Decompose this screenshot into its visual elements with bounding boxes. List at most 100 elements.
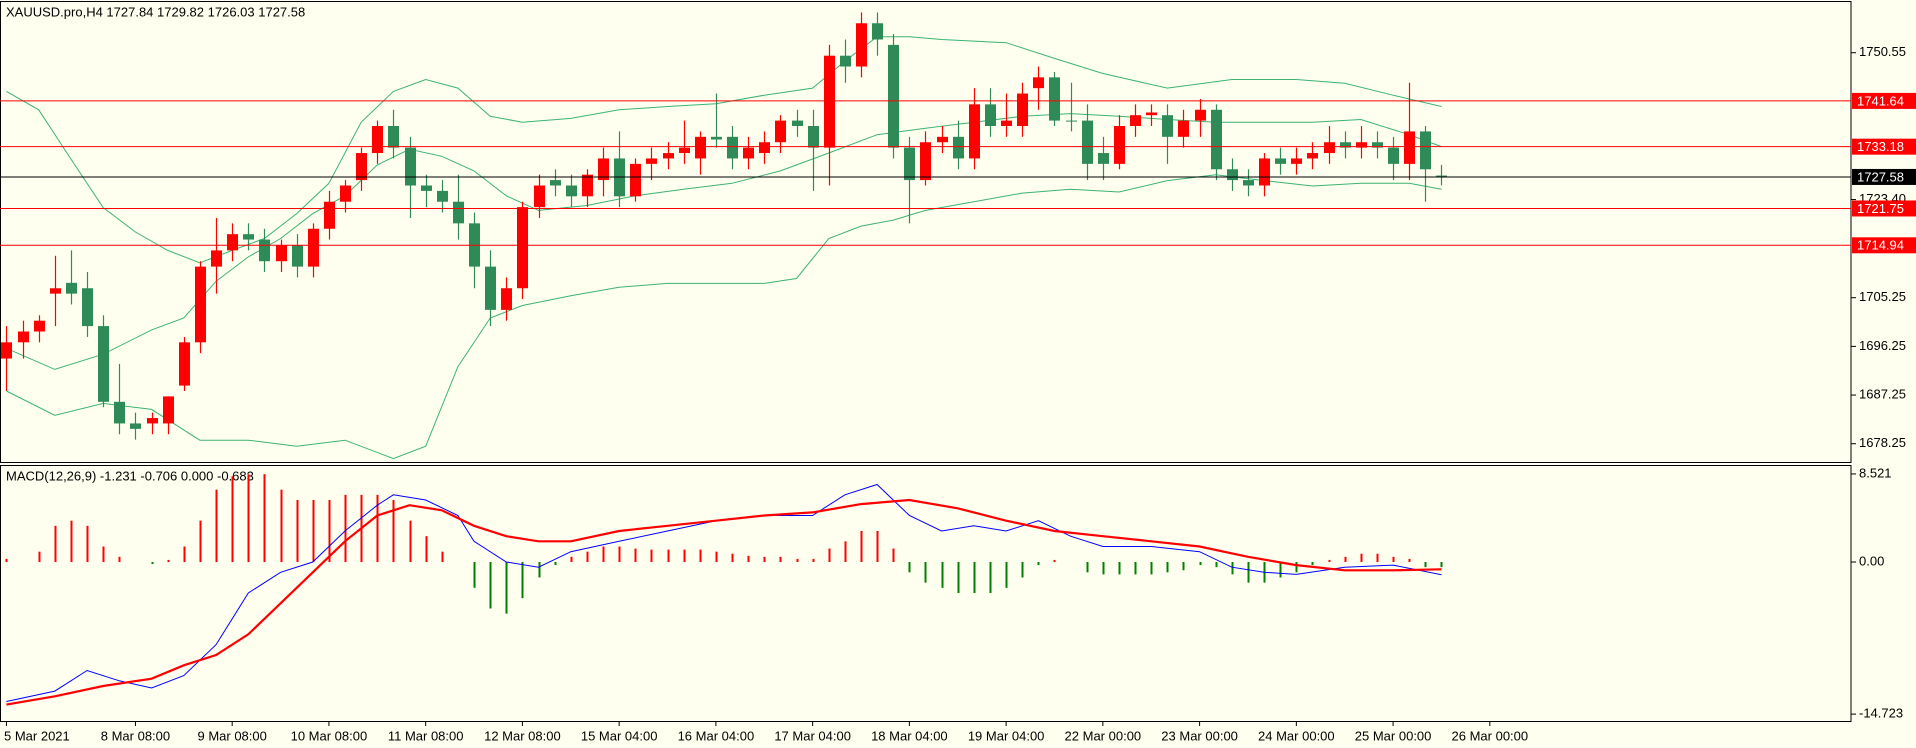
candle-body	[1017, 93, 1028, 127]
y-tick-label: 1678.25	[1859, 435, 1906, 450]
bollinger-band	[6, 174, 1442, 460]
level-line-label: 1721.75	[1857, 201, 1904, 216]
x-tick-label: 24 Mar 00:00	[1258, 728, 1335, 743]
level-line-box	[1852, 92, 1916, 109]
candle-body	[856, 23, 867, 67]
candle-body	[485, 266, 496, 310]
candle-body	[82, 288, 93, 327]
x-tick-label: 25 Mar 00:00	[1355, 728, 1432, 743]
candle-body	[1130, 115, 1141, 127]
candle-body	[292, 244, 303, 267]
candle-body	[1291, 158, 1302, 164]
candle-body	[1404, 131, 1415, 164]
x-tick-label: 5 Mar 2021	[4, 728, 70, 743]
candle-body	[340, 185, 351, 202]
candle-body	[243, 234, 254, 240]
macd-line	[6, 498, 1442, 706]
candle-body	[437, 190, 448, 202]
candle-body	[985, 104, 996, 127]
candle-body	[147, 418, 158, 424]
candle-body	[840, 55, 851, 67]
level-line-label: 1741.64	[1857, 93, 1904, 108]
current-price-box	[1852, 168, 1916, 185]
candle-body	[1307, 153, 1318, 159]
x-tick-label: 9 Mar 08:00	[197, 728, 266, 743]
chart-title: XAUUSD.pro,H4 1727.84 1729.82 1726.03 17…	[6, 4, 305, 19]
x-tick-label: 11 Mar 08:00	[388, 728, 464, 743]
x-tick-label: 18 Mar 04:00	[871, 728, 948, 743]
candle-body	[566, 185, 577, 197]
candle-body	[372, 126, 383, 154]
candle-body	[759, 142, 770, 154]
candle-body	[937, 136, 948, 143]
x-tick-label: 10 Mar 08:00	[291, 728, 368, 743]
candle-body	[356, 153, 367, 181]
candle-body	[517, 207, 528, 289]
candle-body	[1033, 77, 1044, 89]
y-tick-label: 1696.25	[1859, 338, 1906, 353]
level-line-label: 1714.94	[1857, 238, 1904, 253]
macd-title: MACD(12,26,9) -1.231 -0.706 0.000 -0.683	[6, 468, 254, 483]
candle-body	[792, 120, 803, 127]
candle-body	[1195, 109, 1206, 121]
y-tick-label: 1687.25	[1859, 386, 1906, 401]
level-line-box	[1852, 138, 1916, 155]
candle-body	[695, 136, 706, 159]
level-line-box	[1852, 200, 1916, 217]
candle-body	[775, 120, 786, 143]
bollinger-band	[6, 36, 1442, 264]
candle-body	[534, 185, 545, 208]
candle-body	[550, 180, 561, 186]
candle-body	[1146, 112, 1157, 116]
candle-body	[179, 342, 190, 386]
candle-body	[1162, 115, 1173, 137]
candle-body	[1340, 142, 1351, 148]
x-tick-label: 19 Mar 04:00	[968, 728, 1045, 743]
candle-body	[872, 23, 883, 40]
candle-body	[630, 163, 641, 197]
candle-body	[727, 136, 738, 159]
candle-body	[405, 147, 416, 186]
candle-body	[34, 320, 45, 332]
x-tick-label: 15 Mar 04:00	[581, 728, 658, 743]
candle-body	[211, 250, 222, 267]
macd-pane-frame	[0, 465, 1852, 722]
candle-body	[308, 228, 319, 267]
x-tick-label: 26 Mar 00:00	[1452, 728, 1529, 743]
candle-body	[18, 331, 29, 343]
candle-body	[163, 396, 174, 424]
candle-body	[679, 147, 690, 154]
candle-body	[453, 201, 464, 224]
level-line-label: 1733.18	[1857, 139, 1904, 154]
candle-body	[276, 244, 287, 262]
candle-body	[824, 55, 835, 148]
x-tick-label: 16 Mar 04:00	[678, 728, 755, 743]
x-tick-label: 8 Mar 08:00	[101, 728, 170, 743]
candle-body	[582, 174, 593, 197]
y-tick-label: 1705.25	[1859, 289, 1906, 304]
candle-body	[888, 44, 899, 148]
x-tick-label: 17 Mar 04:00	[774, 728, 851, 743]
candle-body	[598, 158, 609, 181]
y-tick-label: 0.00	[1859, 553, 1884, 568]
candle-body	[114, 401, 125, 424]
candle-body	[711, 136, 722, 140]
candle-body	[130, 423, 141, 429]
candle-body	[663, 153, 674, 159]
candle-body	[1211, 109, 1222, 170]
candle-body	[50, 288, 61, 294]
y-tick-label: 8.521	[1859, 465, 1892, 480]
candle-body	[195, 266, 206, 343]
macd-line	[6, 483, 1442, 702]
x-tick-label: 22 Mar 00:00	[1065, 728, 1142, 743]
candle-body	[501, 288, 512, 310]
candle-body	[227, 234, 238, 251]
candle-body	[1049, 77, 1060, 121]
candle-body	[1, 342, 12, 359]
candle-body	[98, 326, 109, 402]
candle-body	[1436, 175, 1447, 177]
candle-body	[1066, 120, 1077, 122]
candle-body	[1243, 180, 1254, 186]
candle-body	[1001, 120, 1012, 127]
